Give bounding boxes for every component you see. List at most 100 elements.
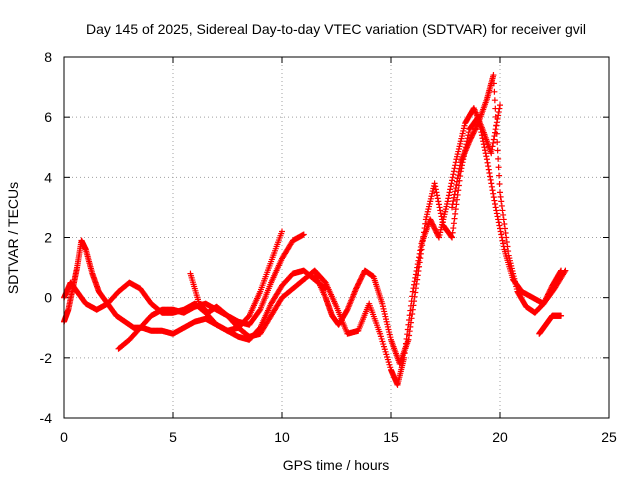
data-point: [478, 129, 485, 136]
data-point: [444, 198, 451, 205]
x-tick-label: 0: [60, 429, 68, 445]
data-point: [558, 312, 565, 319]
data-point: [450, 168, 457, 175]
data-point: [492, 126, 499, 133]
data-point: [503, 234, 510, 241]
data-point: [445, 195, 452, 202]
data-point: [439, 216, 446, 223]
x-tick-label: 5: [169, 429, 177, 445]
data-point: [495, 109, 502, 116]
data-point: [484, 159, 491, 166]
data-point: [411, 298, 418, 305]
data-point: [405, 336, 412, 343]
data-point: [488, 146, 495, 153]
data-point: [448, 233, 455, 240]
y-tick-label: 2: [44, 230, 52, 246]
data-point: [450, 171, 457, 178]
data-point: [421, 229, 428, 236]
data-point: [446, 189, 453, 196]
data-point: [495, 155, 502, 162]
data-point: [500, 211, 507, 218]
data-point: [498, 231, 505, 238]
data-point: [557, 268, 564, 275]
data-point: [489, 187, 496, 194]
data-point: [480, 138, 487, 145]
data-point: [455, 172, 462, 179]
data-point: [503, 239, 510, 246]
data-point: [494, 147, 501, 154]
data-point: [435, 233, 442, 240]
data-point: [495, 164, 502, 171]
data-point: [497, 189, 503, 196]
data-point: [495, 216, 502, 223]
x-tick-label: 10: [274, 429, 290, 445]
data-point: [490, 139, 497, 146]
data-point: [417, 255, 424, 262]
data-point: [501, 220, 508, 227]
data-point: [493, 207, 500, 214]
data-point: [416, 263, 423, 270]
data-point: [504, 243, 511, 250]
data-point: [438, 213, 445, 220]
data-point: [409, 310, 416, 317]
data-point: [452, 188, 459, 195]
data-point: [497, 228, 504, 235]
x-tick-label: 25: [601, 429, 617, 445]
data-point: [452, 206, 459, 213]
data-point: [416, 259, 423, 266]
y-axis-label: SDTVAR / TECUs: [5, 182, 21, 294]
data-point: [450, 197, 457, 204]
y-tick-label: -4: [40, 410, 53, 426]
data-point: [495, 219, 502, 226]
data-point: [492, 204, 499, 211]
data-point: [435, 198, 442, 205]
x-tick-label: 15: [383, 429, 399, 445]
x-tick-label: 20: [492, 429, 508, 445]
data-point: [479, 135, 486, 142]
data-point: [406, 332, 413, 339]
data-point: [432, 186, 439, 193]
data-point: [414, 276, 421, 283]
data-point: [490, 136, 497, 143]
data-point: [489, 143, 496, 150]
data-point: [434, 192, 441, 199]
data-point: [457, 162, 464, 169]
data-point: [558, 267, 565, 274]
data-point: [447, 183, 454, 190]
data-point: [499, 207, 506, 214]
data-point: [421, 225, 428, 232]
data-point: [454, 178, 461, 185]
data-point: [279, 228, 285, 235]
data-point: [488, 183, 495, 190]
data-point: [431, 180, 438, 187]
data-point: [439, 219, 446, 226]
data-point: [490, 194, 497, 201]
data-point: [498, 202, 505, 209]
data-point: [450, 225, 457, 232]
data-point: [447, 186, 454, 193]
data-point: [435, 201, 442, 208]
data-point: [451, 215, 458, 222]
data-point: [436, 204, 443, 211]
data-point: [474, 121, 481, 128]
data-point: [456, 165, 463, 172]
data-point: [500, 216, 507, 223]
data-point: [496, 180, 503, 187]
data-point: [491, 88, 498, 95]
data-point: [448, 180, 455, 187]
data-point: [478, 132, 485, 139]
data-point: [487, 176, 494, 183]
data-point: [496, 172, 503, 179]
data-point: [492, 105, 499, 112]
data-point: [434, 195, 441, 202]
data-point: [437, 210, 444, 217]
data-point: [412, 285, 419, 292]
data-point: [501, 225, 508, 232]
data-point: [491, 197, 498, 204]
y-tick-label: -2: [40, 350, 53, 366]
data-points: [61, 72, 569, 388]
data-point: [410, 302, 417, 309]
tick-labels: 0 5 10 15 20 25 -4 -2 0 2 4 6 8: [40, 49, 617, 445]
data-point: [505, 248, 512, 255]
